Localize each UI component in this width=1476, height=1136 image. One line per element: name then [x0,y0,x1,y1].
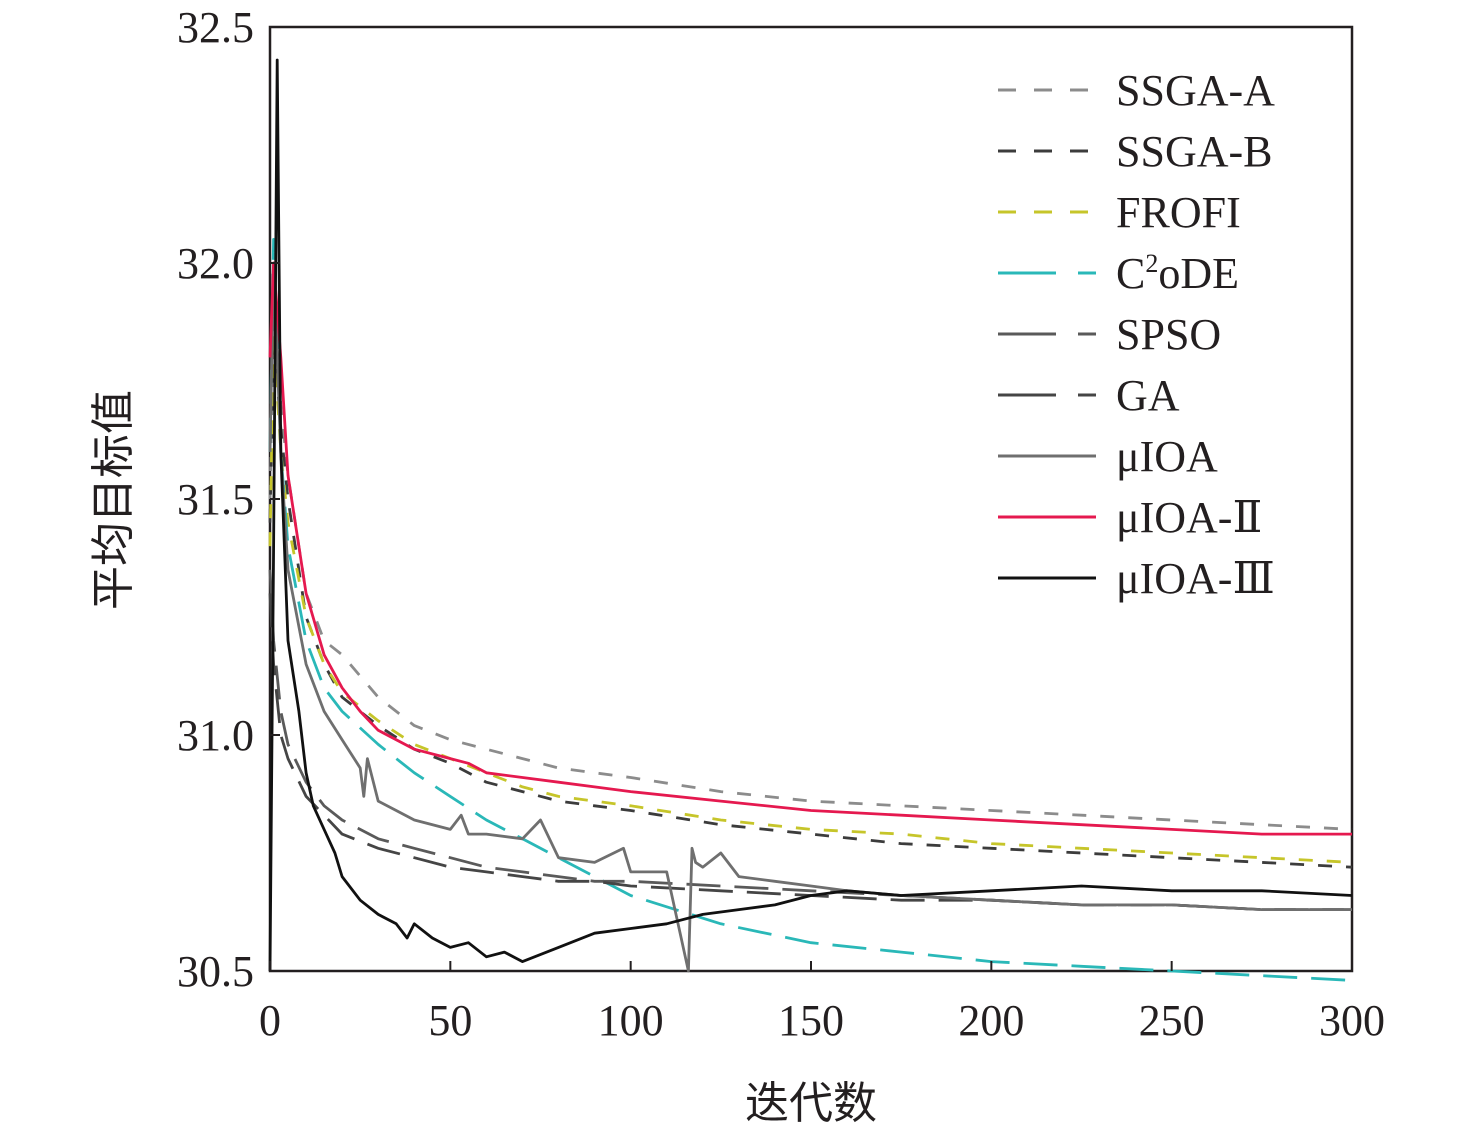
series-line-frofi [268,332,1353,864]
legend-label-ioa: μIOA-Ⅱ [1116,493,1262,542]
series-line-ssga-a [268,308,1353,831]
legend-label-c-ode: C2oDE [1116,249,1239,298]
y-tick-label-1: 31.0 [177,711,254,760]
y-tick-label-2: 31.5 [177,475,254,524]
legend-label-frofi: FROFI [1116,188,1241,237]
y-tick-label-3: 32.0 [177,239,254,288]
y-axis-label: 平均目标值 [88,390,139,610]
series-line-spso [268,569,1352,911]
legend-label-spso: SPSO [1116,310,1221,359]
x-tick-label-1: 50 [428,996,472,1045]
legend-label-ssga-b: SSGA-B [1116,127,1273,176]
x-tick-label-4: 200 [958,996,1024,1045]
x-axis-label: 迭代数 [745,1078,877,1129]
x-tick-label-2: 100 [598,996,664,1045]
series-line-ioa [268,261,1352,973]
x-tick-label-0: 0 [259,996,281,1045]
legend-label-ioa: μIOA-Ⅲ [1116,554,1275,603]
legend-label-ioa: μIOA [1116,432,1218,481]
x-tick-label-6: 300 [1319,996,1385,1045]
series-layer [268,58,1353,982]
legend: SSGA-A SSGA-B FROFI C2oDE SPSO GA μIOA μIOA-Ⅱ μI… [998,66,1275,603]
legend-label-ssga-a: SSGA-A [1116,66,1275,115]
y-tick-label-0: 30.5 [177,947,254,996]
legend-label-ga: GA [1116,371,1180,420]
x-tick-label-3: 150 [778,996,844,1045]
y-tick-label-4: 32.5 [177,3,254,52]
ticks-layer: 0 50 100 150 200 250 300 30.5 31.0 31.5 32.0 32.5 [177,3,1385,1045]
series-line-ssga-b [268,332,1353,869]
series-line-ga [268,593,1352,911]
x-tick-label-5: 250 [1139,996,1205,1045]
series-line-ioa [268,261,1352,836]
series-line-ioa [268,58,1353,972]
